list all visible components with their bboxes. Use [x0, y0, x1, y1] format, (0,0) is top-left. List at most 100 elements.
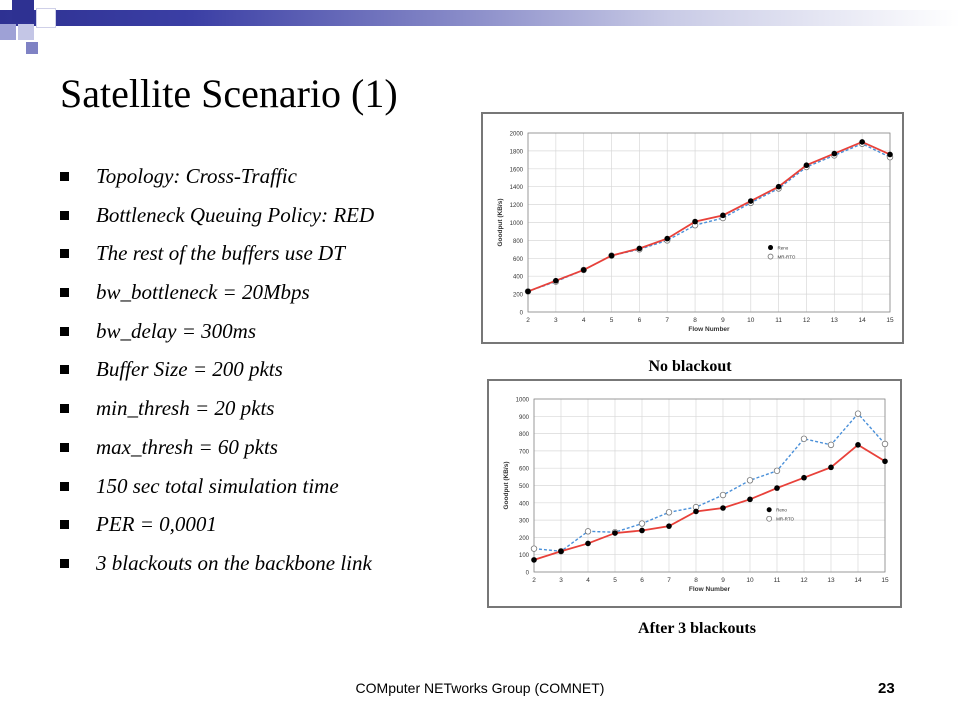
x-tick-label: 12 — [800, 577, 808, 584]
x-tick-label: 6 — [640, 577, 644, 584]
bullet-text: min_thresh = 20 pkts — [96, 396, 275, 421]
bullet-text: The rest of the buffers use DT — [96, 241, 345, 266]
data-point-mr-rto — [530, 545, 538, 552]
y-tick-label: 800 — [519, 432, 530, 438]
data-point-mr-rto — [746, 477, 754, 484]
data-point-mr-rto — [827, 441, 835, 449]
data-point-reno — [580, 267, 587, 273]
data-point-mr-rto — [800, 435, 808, 442]
bullet-square-icon — [60, 326, 69, 336]
data-point-reno — [828, 464, 834, 471]
bullet-item: 150 sec total simulation time — [60, 467, 480, 506]
series-line-reno — [533, 443, 886, 561]
bullet-item: PER = 0,0001 — [60, 505, 480, 544]
bullet-item: 3 blackouts on the backbone link — [60, 544, 480, 583]
x-tick-label: 13 — [827, 577, 835, 584]
x-tick-label: 9 — [721, 317, 725, 324]
bullet-item: Buffer Size = 200 pkts — [60, 350, 480, 389]
plot-area: 0 100 200 300 400 500 600 700 800 900 1000 2 3 4 5 6 7 8 9… — [503, 398, 889, 594]
data-point-mr-rto — [773, 467, 781, 474]
bullet-item: Bottleneck Queuing Policy: RED — [60, 196, 480, 235]
x-tick-label: 3 — [559, 577, 563, 584]
x-tick-label: 5 — [610, 317, 614, 324]
y-tick-label: 800 — [513, 239, 524, 245]
bullet-item: bw_bottleneck = 20Mbps — [60, 273, 480, 312]
x-axis-label: Flow Number — [689, 586, 731, 593]
data-point-reno — [882, 458, 888, 465]
bullet-text: PER = 0,0001 — [96, 512, 217, 537]
y-tick-label: 1800 — [510, 149, 524, 155]
x-tick-label: 8 — [693, 317, 697, 324]
chart-no-blackout-caption: No blackout — [648, 358, 732, 375]
bullet-text: Topology: Cross-Traffic — [96, 164, 297, 188]
data-point-reno — [525, 288, 531, 295]
x-tick-label: 6 — [638, 317, 642, 324]
x-tick-label: 15 — [881, 577, 889, 584]
data-point-reno — [747, 198, 754, 204]
x-tick-label: 5 — [613, 577, 617, 584]
data-point-reno — [831, 150, 838, 157]
data-point-mr-rto — [638, 520, 646, 527]
y-axis-label: Goodput (KB/s) — [497, 198, 504, 246]
y-tick-label: 500 — [519, 484, 530, 490]
data-point-mr-rto — [719, 491, 727, 499]
data-point-reno — [666, 523, 672, 529]
bullet-text: bw_delay = 300ms — [96, 318, 256, 343]
x-tick-label: 2 — [526, 317, 530, 324]
data-point-reno — [887, 151, 893, 158]
data-point-reno — [803, 162, 810, 169]
data-point-reno — [775, 183, 782, 190]
y-tick-label: 1000 — [510, 221, 524, 227]
x-tick-label: 13 — [831, 317, 839, 324]
y-tick-label: 600 — [519, 467, 530, 473]
bullet-square-icon — [60, 558, 69, 568]
bullet-text: Bottleneck Queuing Policy: RED — [96, 202, 375, 227]
y-tick-label: 900 — [519, 415, 530, 421]
x-tick-label: 11 — [775, 317, 782, 324]
y-tick-label: 400 — [519, 501, 530, 507]
data-point-reno — [859, 139, 865, 145]
data-point-reno — [855, 442, 861, 448]
plot-area: 0 200 400 600 800 1000 1200 1400 1600 1800 2000 2 3 4… — [497, 132, 894, 334]
plot-border — [533, 398, 886, 573]
data-point-reno — [558, 548, 564, 555]
x-tick-label: 14 — [854, 577, 862, 584]
data-point-mr-rto — [881, 440, 889, 448]
decor-square-5 — [26, 42, 38, 54]
chart-after-blackouts-caption: After 3 blackouts — [638, 620, 756, 637]
series-line-mr-rto — [533, 412, 886, 552]
data-point-reno — [636, 245, 643, 252]
y-tick-label: 600 — [513, 257, 524, 263]
bullet-text: Buffer Size = 200 pkts — [96, 357, 283, 382]
bullet-list: Topology: Cross-Traffic Bottleneck Queuin… — [60, 157, 480, 583]
y-tick-label: 1200 — [510, 203, 524, 209]
chart-no-blackout: 0 200 400 600 800 1000 1200 1400 1600 1800 2000 2 3 4… — [497, 132, 894, 334]
data-point-reno — [531, 557, 537, 563]
series-line-reno — [527, 140, 891, 293]
data-point-reno — [664, 235, 671, 242]
x-tick-label: 15 — [886, 317, 894, 324]
x-tick-label: 11 — [774, 577, 781, 584]
legend-label-mr-rto: MR-RTO — [776, 517, 794, 522]
x-tick-label: 8 — [694, 577, 698, 584]
plot-border — [527, 132, 891, 313]
legend-marker-reno — [766, 507, 772, 513]
x-axis-label: Flow Number — [688, 326, 730, 333]
bullet-square-icon — [60, 481, 69, 491]
x-tick-label: 10 — [746, 577, 754, 584]
data-point-reno — [692, 218, 698, 225]
data-point-reno — [639, 527, 645, 534]
page-number: 23 — [878, 680, 895, 697]
series-line-mr-rto — [527, 142, 891, 293]
y-tick-label: 100 — [519, 553, 530, 559]
y-tick-label: 200 — [519, 536, 530, 542]
y-tick-label: 1400 — [510, 185, 524, 191]
header-gradient-bar — [0, 10, 960, 26]
decor-square-4 — [18, 24, 34, 40]
bullet-square-icon — [60, 404, 69, 414]
bullet-text: 3 blackouts on the backbone link — [96, 550, 372, 575]
x-tick-label: 7 — [665, 317, 669, 324]
legend-label-reno: Reno — [776, 508, 787, 513]
x-tick-label: 7 — [667, 577, 671, 584]
chart-after-blackouts: 0 100 200 300 400 500 600 700 800 900 1000 2 3 4 5 6 7 8 9… — [503, 398, 889, 594]
